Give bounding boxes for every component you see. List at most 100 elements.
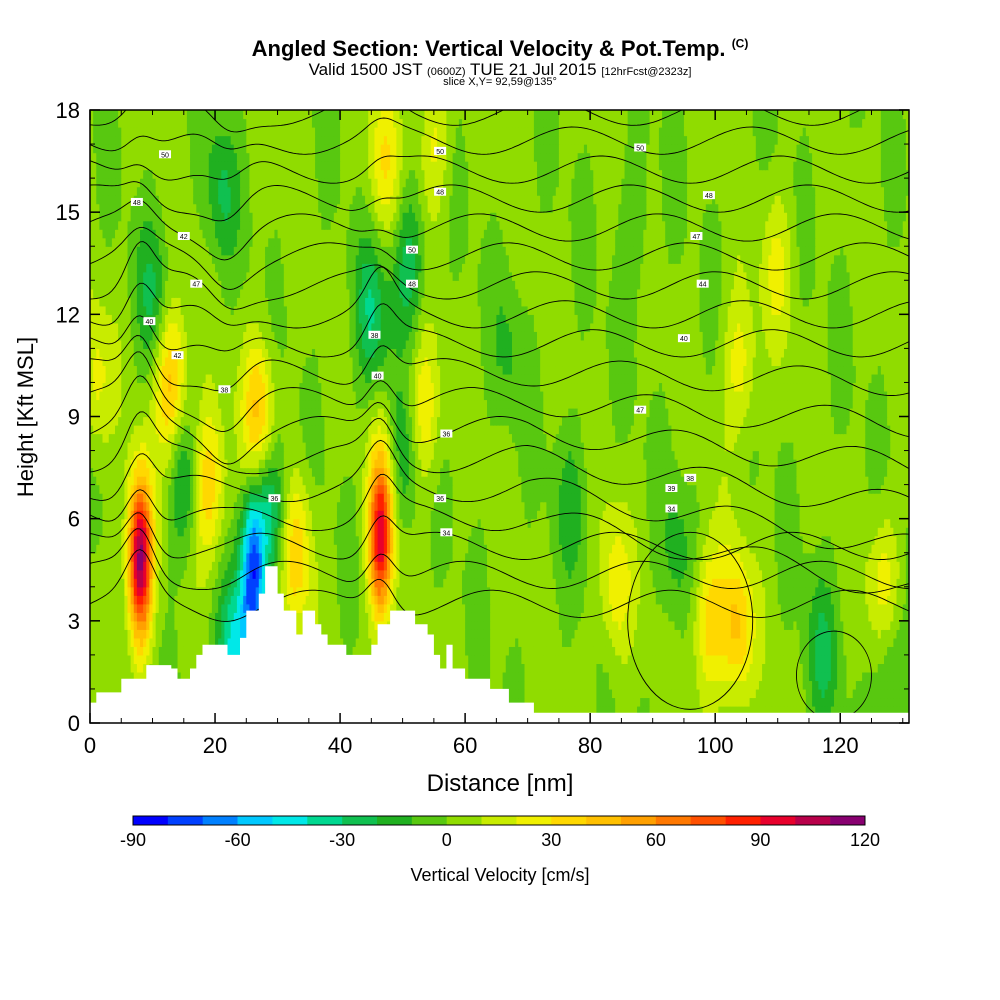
velocity-cell (821, 663, 826, 673)
velocity-cell (568, 654, 572, 664)
velocity-cell (737, 663, 741, 673)
velocity-cell (93, 688, 97, 699)
velocity-cell (508, 680, 513, 690)
velocity-cell (693, 705, 698, 716)
velocity-cell (477, 671, 482, 682)
velocity-cell (524, 688, 529, 699)
velocity-cell (818, 688, 823, 699)
velocity-cell (815, 697, 819, 707)
velocity-cell (790, 705, 794, 716)
velocity-cell (730, 705, 735, 716)
velocity-cell (705, 705, 710, 716)
velocity-cell (618, 688, 623, 699)
velocity-cell (627, 688, 632, 699)
velocity-cell (571, 671, 576, 682)
velocity-cell (540, 688, 544, 699)
velocity-cell (533, 697, 538, 707)
velocity-cell (824, 688, 829, 699)
velocity-cell (555, 680, 560, 690)
velocity-cell (133, 663, 138, 673)
velocity-cell (502, 654, 507, 664)
velocity-cell (549, 705, 554, 716)
velocity-cell (802, 688, 807, 699)
velocity-cell (883, 697, 888, 707)
velocity-cell (905, 671, 909, 682)
velocity-cell (652, 663, 657, 673)
velocity-cell (133, 671, 138, 682)
velocity-cell (855, 697, 860, 707)
velocity-cell (130, 654, 135, 664)
velocity-cell (896, 688, 901, 699)
velocity-cell (662, 680, 666, 690)
velocity-cell (846, 671, 851, 682)
velocity-cell (899, 705, 904, 716)
velocity-cell (718, 688, 723, 699)
velocity-cell (880, 705, 885, 716)
velocity-cell (177, 654, 182, 664)
velocity-cell (902, 697, 907, 707)
velocity-cell (574, 663, 579, 673)
velocity-cell (608, 697, 613, 707)
velocity-cell (777, 697, 782, 707)
velocity-cell (749, 663, 754, 673)
velocity-cell (108, 663, 113, 673)
velocity-cell (649, 688, 654, 699)
velocity-cell (508, 697, 513, 707)
velocity-cell (512, 654, 516, 664)
velocity-cell (646, 671, 651, 682)
velocity-cell (768, 671, 773, 682)
velocity-cell (90, 688, 94, 699)
velocity-cell (574, 671, 579, 682)
velocity-cell (115, 654, 119, 664)
velocity-cell (649, 671, 654, 682)
velocity-cell (533, 671, 538, 682)
velocity-cell (737, 697, 741, 707)
velocity-cell (599, 697, 604, 707)
velocity-cell (837, 688, 841, 699)
velocity-cell (512, 697, 516, 707)
velocity-cell (574, 688, 579, 699)
velocity-cell (637, 688, 641, 699)
velocity-cell (555, 688, 560, 699)
velocity-cell (893, 688, 898, 699)
velocity-cell (171, 663, 175, 673)
velocity-cell (771, 688, 776, 699)
velocity-cell (518, 688, 522, 699)
velocity-cell (583, 688, 588, 699)
velocity-cell (577, 663, 582, 673)
velocity-cell (640, 697, 644, 707)
velocity-cell (752, 705, 757, 716)
velocity-cell (496, 671, 501, 682)
velocity-cell (590, 680, 594, 690)
velocity-cell (830, 688, 835, 699)
velocity-cell (668, 663, 673, 673)
velocity-cell (552, 705, 557, 716)
velocity-cell (743, 671, 748, 682)
velocity-cell (765, 671, 769, 682)
velocity-cell (708, 680, 713, 690)
velocity-cell (580, 680, 585, 690)
velocity-cell (152, 654, 157, 664)
velocity-cell (649, 697, 654, 707)
velocity-cell (615, 688, 619, 699)
velocity-cell (587, 671, 591, 682)
velocity-cell (540, 663, 544, 673)
velocity-cell (512, 680, 516, 690)
velocity-cell (893, 680, 898, 690)
velocity-cell (790, 697, 794, 707)
velocity-cell (627, 663, 632, 673)
velocity-cell (905, 705, 909, 716)
velocity-cell (549, 663, 554, 673)
velocity-cell (652, 671, 657, 682)
velocity-cell (846, 705, 851, 716)
velocity-cell (458, 663, 463, 673)
velocity-cell (465, 663, 469, 673)
velocity-cell (868, 697, 873, 707)
velocity-cell (483, 671, 488, 682)
velocity-cell (612, 671, 616, 682)
velocity-cell (490, 680, 494, 690)
velocity-cell (96, 671, 100, 682)
velocity-cell (633, 680, 638, 690)
velocity-cell (96, 663, 100, 673)
